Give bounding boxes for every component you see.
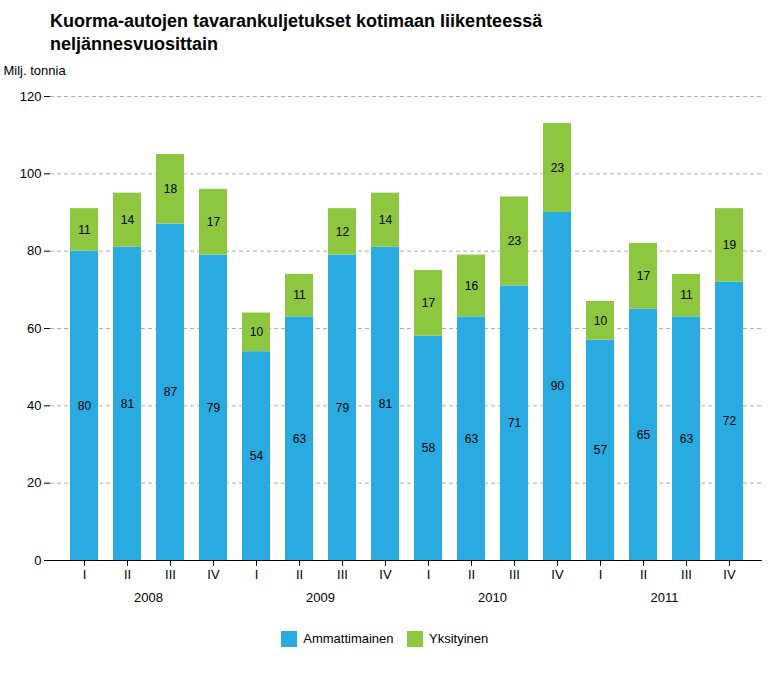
svg-text:80: 80 (27, 243, 41, 258)
svg-text:17: 17 (422, 296, 436, 310)
svg-text:11: 11 (680, 288, 693, 302)
svg-text:20: 20 (27, 475, 41, 490)
svg-text:80: 80 (78, 399, 92, 413)
svg-text:10: 10 (594, 314, 608, 328)
svg-text:23: 23 (508, 234, 522, 248)
svg-text:71: 71 (508, 416, 522, 430)
svg-text:2010: 2010 (478, 590, 507, 605)
svg-text:79: 79 (207, 401, 221, 415)
svg-text:65: 65 (637, 428, 651, 442)
svg-text:III: III (165, 567, 176, 582)
svg-text:IV: IV (379, 567, 392, 582)
svg-text:I: I (255, 567, 259, 582)
html-text:Yksityinen: Yksityinen (429, 631, 489, 646)
svg-text:54: 54 (250, 449, 264, 463)
svg-text:IV: IV (551, 567, 564, 582)
svg-text:23: 23 (551, 161, 565, 175)
svg-text:10: 10 (250, 325, 264, 339)
html-text:neljännesvuosittain: neljännesvuosittain (50, 34, 218, 54)
svg-text:14: 14 (121, 213, 135, 227)
svg-text:63: 63 (680, 432, 694, 446)
svg-text:17: 17 (637, 269, 651, 283)
svg-text:79: 79 (336, 401, 350, 415)
svg-text:II: II (468, 567, 475, 582)
svg-text:14: 14 (379, 213, 393, 227)
svg-text:Milj. tonnia: Milj. tonnia (4, 63, 67, 78)
svg-text:II: II (296, 567, 303, 582)
svg-text:100: 100 (20, 166, 42, 181)
svg-text:IV: IV (723, 567, 736, 582)
svg-text:81: 81 (379, 397, 393, 411)
html-text:Ammattimainen: Ammattimainen (303, 631, 394, 646)
svg-text:0: 0 (34, 553, 41, 568)
svg-text:90: 90 (551, 379, 565, 393)
svg-text:I: I (427, 567, 431, 582)
svg-text:II: II (640, 567, 647, 582)
svg-text:40: 40 (27, 398, 41, 413)
svg-text:19: 19 (723, 238, 737, 252)
svg-text:2011: 2011 (651, 590, 679, 605)
svg-text:III: III (509, 567, 520, 582)
svg-text:IV: IV (207, 567, 220, 582)
svg-text:18: 18 (164, 182, 178, 196)
svg-text:60: 60 (27, 321, 41, 336)
svg-text:87: 87 (164, 385, 178, 399)
svg-text:2008: 2008 (134, 590, 163, 605)
svg-text:17: 17 (207, 215, 221, 229)
svg-text:58: 58 (422, 441, 436, 455)
svg-text:2009: 2009 (306, 590, 335, 605)
svg-text:11: 11 (293, 288, 306, 302)
svg-text:120: 120 (20, 89, 42, 104)
svg-text:81: 81 (121, 397, 135, 411)
svg-text:III: III (681, 567, 692, 582)
svg-text:III: III (337, 567, 348, 582)
svg-text:I: I (599, 567, 603, 582)
svg-text:12: 12 (336, 225, 350, 239)
svg-text:11: 11 (78, 223, 91, 237)
svg-text:I: I (83, 567, 87, 582)
svg-text:57: 57 (594, 443, 608, 457)
svg-text:63: 63 (465, 432, 479, 446)
svg-text:72: 72 (723, 414, 737, 428)
html-text:Kuorma-autojen tavarankuljetuk: Kuorma-autojen tavarankuljetukset kotima… (50, 11, 543, 31)
svg-text:II: II (124, 567, 131, 582)
svg-text:16: 16 (465, 279, 479, 293)
svg-text:63: 63 (293, 432, 307, 446)
